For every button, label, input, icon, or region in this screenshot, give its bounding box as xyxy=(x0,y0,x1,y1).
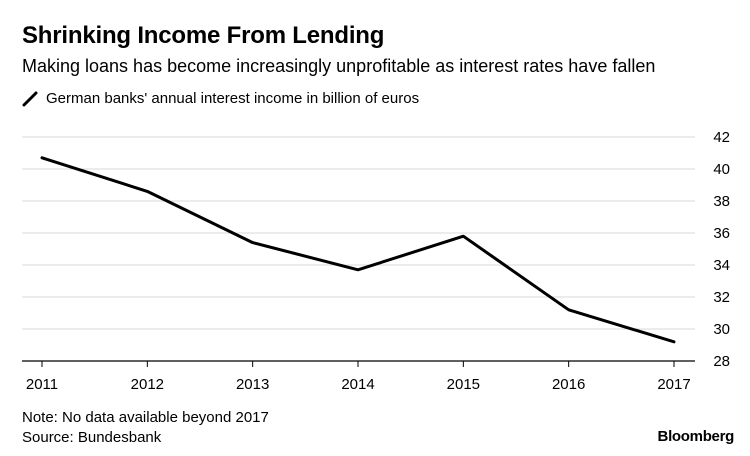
legend-label: German banks' annual interest income in … xyxy=(46,90,420,107)
y-tick-label: 34 xyxy=(713,257,730,274)
chart-title: Shrinking Income From Lending xyxy=(22,22,385,49)
x-tick-label: 2013 xyxy=(236,376,269,393)
y-tick-label: 36 xyxy=(713,225,730,242)
brand-logo: Bloomberg xyxy=(657,428,735,445)
x-tick-label: 2012 xyxy=(131,376,164,393)
x-axis: 2011 2012 2013 2014 2015 2016 2017 xyxy=(22,360,695,393)
y-tick-label: 38 xyxy=(713,193,730,210)
x-tick-label: 2016 xyxy=(552,376,585,393)
x-tick-label: 2015 xyxy=(447,376,480,393)
x-tick-label: 2011 xyxy=(26,376,58,393)
legend-line-icon xyxy=(22,91,38,106)
x-tick-label: 2014 xyxy=(341,376,374,393)
legend: German banks' annual interest income in … xyxy=(22,90,419,107)
series-line xyxy=(40,156,676,344)
y-tick-label: 40 xyxy=(713,161,730,178)
series-group xyxy=(40,156,676,344)
x-tick-label: 2017 xyxy=(657,376,690,393)
y-tick-label: 28 xyxy=(713,353,730,370)
y-axis-ticks: 28 30 32 34 36 38 40 42 xyxy=(713,129,730,370)
gridlines xyxy=(22,136,695,330)
y-tick-label: 42 xyxy=(713,129,730,146)
footer-source: Source: Bundesbank xyxy=(22,429,162,446)
footer-note: Note: No data available beyond 2017 xyxy=(22,409,269,426)
y-tick-label: 32 xyxy=(713,289,730,306)
y-tick-label: 30 xyxy=(713,321,730,338)
chart-subtitle: Making loans has become increasingly unp… xyxy=(22,56,656,76)
